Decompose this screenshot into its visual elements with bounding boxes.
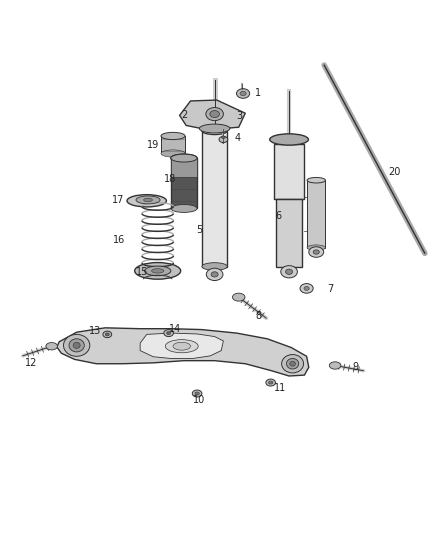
Polygon shape bbox=[140, 333, 223, 359]
Text: 16: 16 bbox=[113, 235, 125, 245]
Text: 11: 11 bbox=[274, 383, 286, 393]
Text: 1: 1 bbox=[255, 87, 261, 98]
Ellipse shape bbox=[105, 333, 110, 336]
Ellipse shape bbox=[206, 268, 223, 280]
Ellipse shape bbox=[206, 108, 223, 120]
Ellipse shape bbox=[165, 340, 198, 353]
Ellipse shape bbox=[219, 136, 228, 142]
Ellipse shape bbox=[329, 362, 341, 369]
Text: 5: 5 bbox=[196, 225, 202, 235]
Ellipse shape bbox=[171, 205, 197, 213]
Text: 3: 3 bbox=[236, 111, 242, 122]
Ellipse shape bbox=[237, 88, 250, 98]
Ellipse shape bbox=[171, 154, 197, 162]
Ellipse shape bbox=[313, 250, 319, 254]
Ellipse shape bbox=[309, 247, 324, 257]
Ellipse shape bbox=[144, 198, 152, 201]
Text: 19: 19 bbox=[147, 140, 159, 150]
Ellipse shape bbox=[46, 343, 57, 350]
Ellipse shape bbox=[211, 272, 218, 277]
Ellipse shape bbox=[192, 390, 202, 397]
Polygon shape bbox=[57, 328, 309, 376]
Ellipse shape bbox=[268, 381, 273, 384]
Text: 2: 2 bbox=[181, 110, 187, 120]
Ellipse shape bbox=[307, 177, 325, 183]
Ellipse shape bbox=[73, 342, 80, 349]
Polygon shape bbox=[180, 100, 245, 130]
Text: 20: 20 bbox=[388, 167, 400, 177]
Polygon shape bbox=[276, 199, 302, 266]
Ellipse shape bbox=[127, 195, 166, 207]
Ellipse shape bbox=[266, 379, 276, 386]
Ellipse shape bbox=[195, 392, 199, 395]
Text: 14: 14 bbox=[169, 324, 181, 334]
Ellipse shape bbox=[286, 269, 293, 274]
Polygon shape bbox=[171, 158, 197, 177]
Ellipse shape bbox=[202, 127, 227, 134]
Polygon shape bbox=[274, 144, 304, 199]
Ellipse shape bbox=[233, 293, 245, 301]
Ellipse shape bbox=[135, 263, 180, 279]
Text: 9: 9 bbox=[353, 362, 359, 372]
Ellipse shape bbox=[222, 136, 225, 139]
Ellipse shape bbox=[286, 359, 299, 369]
Polygon shape bbox=[202, 131, 227, 266]
Ellipse shape bbox=[103, 331, 112, 338]
Ellipse shape bbox=[171, 154, 197, 162]
Text: 6: 6 bbox=[275, 211, 281, 221]
Text: 10: 10 bbox=[193, 395, 205, 405]
Text: 8: 8 bbox=[255, 311, 261, 320]
Ellipse shape bbox=[199, 124, 230, 133]
Ellipse shape bbox=[281, 265, 297, 278]
Polygon shape bbox=[171, 158, 197, 208]
Ellipse shape bbox=[300, 284, 313, 293]
Text: 7: 7 bbox=[328, 284, 334, 294]
Text: 18: 18 bbox=[164, 174, 176, 184]
Ellipse shape bbox=[69, 339, 84, 352]
Text: 17: 17 bbox=[112, 195, 124, 205]
Ellipse shape bbox=[202, 263, 227, 270]
Ellipse shape bbox=[166, 332, 170, 335]
Polygon shape bbox=[307, 180, 325, 248]
Ellipse shape bbox=[161, 132, 185, 140]
Polygon shape bbox=[161, 136, 185, 154]
Ellipse shape bbox=[304, 286, 309, 290]
Ellipse shape bbox=[136, 196, 160, 204]
Ellipse shape bbox=[290, 361, 295, 366]
Ellipse shape bbox=[64, 334, 90, 356]
Ellipse shape bbox=[210, 110, 219, 118]
Ellipse shape bbox=[152, 269, 164, 273]
Ellipse shape bbox=[145, 266, 171, 276]
Ellipse shape bbox=[173, 342, 191, 350]
Ellipse shape bbox=[164, 329, 173, 336]
Text: 15: 15 bbox=[136, 266, 148, 277]
Ellipse shape bbox=[307, 245, 325, 251]
Ellipse shape bbox=[161, 150, 185, 157]
Text: 4: 4 bbox=[235, 133, 241, 143]
Ellipse shape bbox=[240, 91, 246, 96]
Ellipse shape bbox=[270, 134, 308, 145]
Text: 13: 13 bbox=[89, 326, 102, 336]
Text: 12: 12 bbox=[25, 358, 38, 368]
Ellipse shape bbox=[282, 354, 304, 373]
